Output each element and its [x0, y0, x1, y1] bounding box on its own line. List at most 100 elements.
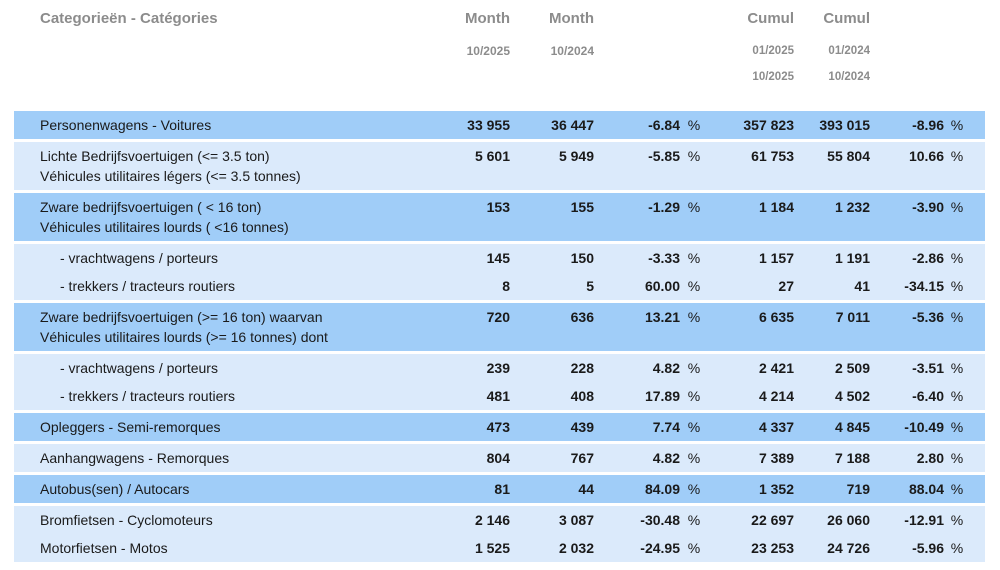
- percent-sign: %: [950, 278, 964, 294]
- month-previous-value: 3 087: [558, 512, 594, 528]
- category-cell: - vrachtwagens / porteurs: [14, 248, 434, 268]
- category-cell: - trekkers / tracteurs routiers: [14, 386, 434, 406]
- category-label: Bromfietsen - Cyclomoteurs: [40, 512, 213, 528]
- cumul-current-value: 61 753: [751, 148, 794, 164]
- cumul-current-value: 1 352: [758, 481, 794, 497]
- month-current-value: 8: [502, 278, 510, 294]
- cumul-percent-change: -12.91: [904, 512, 944, 528]
- cumul-previous-value: 24 726: [827, 540, 870, 556]
- percent-sign: %: [687, 360, 701, 376]
- percent-sign: %: [950, 450, 964, 466]
- month-current-value: 239: [486, 360, 510, 376]
- month-percent-change: 4.82: [652, 360, 680, 376]
- category-label-secondary: Véhicules utilitaires lourds (>= 16 tonn…: [40, 329, 328, 345]
- month-current-value: 153: [486, 199, 510, 215]
- cumul-current-value: 357 823: [743, 117, 794, 133]
- percent-sign: %: [950, 388, 964, 404]
- month-percent-change: 7.74: [652, 419, 680, 435]
- month-current-value: 5 601: [474, 148, 510, 164]
- table-header: Categorieën - Catégories Month Month Cum…: [14, 8, 985, 90]
- cumul-percent-change: -5.36: [912, 309, 944, 325]
- category-label-secondary: Véhicules utilitaires lourds ( <16 tonne…: [40, 219, 289, 235]
- table-row: Motorfietsen - Motos 1 525 2 032 -24.95 …: [14, 534, 985, 562]
- month-percent-change: -30.48: [640, 512, 680, 528]
- month-current-value: 481: [486, 388, 510, 404]
- month-previous-value: 5 949: [558, 148, 594, 164]
- month-current-value: 1 525: [474, 540, 510, 556]
- percent-sign: %: [950, 540, 964, 556]
- month-percent-change: -24.95: [640, 540, 680, 556]
- header-dates-row-1: 10/2025 10/2024 01/2025 01/2024: [14, 38, 970, 64]
- cumul-current-value: 7 389: [758, 450, 794, 466]
- category-cell: Opleggers - Semi-remorques: [14, 417, 434, 437]
- month-percent-change: 17.89: [644, 388, 680, 404]
- table-row: - trekkers / tracteurs routiers 481 408 …: [14, 382, 985, 410]
- cumul-percent-change: 10.66: [908, 148, 944, 164]
- cumul-previous-date-to: 10/2024: [828, 71, 870, 83]
- category-cell: - vrachtwagens / porteurs: [14, 358, 434, 378]
- month-previous-value: 439: [570, 419, 594, 435]
- table-row: Aanhangwagens - Remorques 804 767 4.82 %…: [14, 441, 985, 472]
- cumul-previous-value: 393 015: [819, 117, 870, 133]
- category-label: - trekkers / tracteurs routiers: [60, 278, 236, 294]
- category-cell: Bromfietsen - Cyclomoteurs: [14, 510, 434, 530]
- table-row: Bromfietsen - Cyclomoteurs 2 146 3 087 -…: [14, 503, 985, 534]
- percent-sign: %: [950, 360, 964, 376]
- category-cell: - trekkers / tracteurs routiers: [14, 276, 434, 296]
- table-row: Zware bedrijfsvoertuigen (>= 16 ton) waa…: [14, 300, 985, 351]
- month-previous-value: 36 447: [551, 117, 594, 133]
- month-current-value: 804: [486, 450, 510, 466]
- cumul-percent-change: -8.96: [912, 117, 944, 133]
- cumul-current-value: 1 184: [758, 199, 794, 215]
- month-previous-value: 44: [578, 481, 594, 497]
- month-current-value: 473: [486, 419, 510, 435]
- cumul-percent-change: -5.96: [912, 540, 944, 556]
- month-previous-value: 2 032: [558, 540, 594, 556]
- month-current-value: 33 955: [467, 117, 510, 133]
- month-previous-value: 228: [570, 360, 594, 376]
- cumul-previous-value: 4 845: [834, 419, 870, 435]
- percent-sign: %: [950, 512, 964, 528]
- header-dates-row-2: 10/2025 10/2024: [14, 64, 970, 90]
- cumul-current-header: Cumul: [747, 10, 794, 27]
- header-labels-row: Categorieën - Catégories Month Month Cum…: [14, 8, 970, 38]
- percent-sign: %: [950, 117, 964, 133]
- cumul-previous-value: 1 232: [834, 199, 870, 215]
- cumul-previous-value: 1 191: [834, 250, 870, 266]
- categories-header-label: Categorieën - Catégories: [40, 10, 218, 27]
- percent-sign: %: [950, 481, 964, 497]
- cumul-percent-change: 2.80: [916, 450, 944, 466]
- month-current-value: 145: [486, 250, 510, 266]
- category-cell: Autobus(sen) / Autocars: [14, 479, 434, 499]
- month-previous-value: 155: [570, 199, 594, 215]
- month-percent-change: 60.00: [644, 278, 680, 294]
- month-previous-value: 408: [570, 388, 594, 404]
- month-previous-value: 5: [586, 278, 594, 294]
- category-label: Personenwagens - Voitures: [40, 117, 212, 133]
- category-label-secondary: Véhicules utilitaires légers (<= 3.5 ton…: [40, 168, 301, 184]
- month-previous-value: 767: [570, 450, 594, 466]
- cumul-current-value: 2 421: [758, 360, 794, 376]
- category-cell: Lichte Bedrijfsvoertuigen (<= 3.5 ton) V…: [14, 146, 434, 186]
- month-previous-value: 636: [570, 309, 594, 325]
- cumul-percent-change: -34.15: [904, 278, 944, 294]
- category-label: Lichte Bedrijfsvoertuigen (<= 3.5 ton): [40, 148, 270, 164]
- cumul-current-value: 4 214: [758, 388, 794, 404]
- cumul-previous-value: 2 509: [834, 360, 870, 376]
- table-row: Autobus(sen) / Autocars 81 44 84.09 % 1 …: [14, 472, 985, 503]
- cumul-current-value: 4 337: [758, 419, 794, 435]
- category-label: Autobus(sen) / Autocars: [40, 481, 190, 497]
- month-percent-change: 4.82: [652, 450, 680, 466]
- percent-sign: %: [950, 250, 964, 266]
- category-cell: Motorfietsen - Motos: [14, 538, 434, 558]
- month-current-value: 2 146: [474, 512, 510, 528]
- month-previous-header: Month: [549, 10, 594, 27]
- percent-sign: %: [687, 481, 701, 497]
- table-row: Personenwagens - Voitures 33 955 36 447 …: [14, 108, 985, 139]
- category-label: - vrachtwagens / porteurs: [60, 360, 218, 376]
- category-label: - trekkers / tracteurs routiers: [60, 388, 236, 404]
- category-cell: Aanhangwagens - Remorques: [14, 448, 434, 468]
- month-current-header: Month: [465, 10, 510, 27]
- percent-sign: %: [950, 148, 964, 164]
- month-percent-change: 84.09: [644, 481, 680, 497]
